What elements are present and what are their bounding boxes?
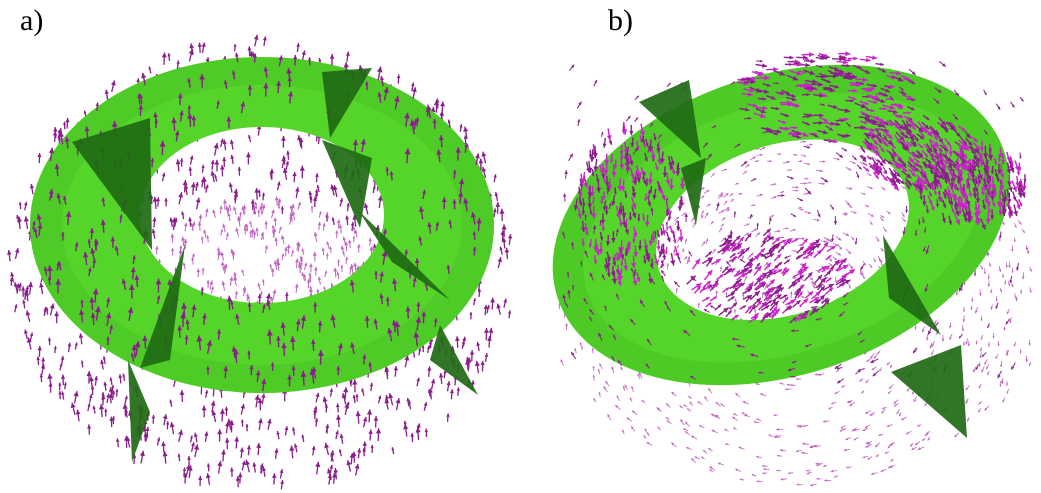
torus-vector-field-b: [552, 51, 1032, 487]
panel-b: b): [521, 0, 1041, 493]
dark-wedges-b: [639, 80, 967, 438]
panel-a: a): [0, 0, 520, 493]
upper-arrow-field-a: [32, 52, 484, 392]
dark-wedges-a: [72, 68, 478, 462]
green-band-a: [30, 57, 494, 393]
panel-label-a: a): [20, 4, 44, 37]
torus-vector-field-a: [6, 34, 513, 490]
upper-arrow-field-b: [562, 51, 1027, 384]
panel-label-b: b): [608, 4, 633, 37]
